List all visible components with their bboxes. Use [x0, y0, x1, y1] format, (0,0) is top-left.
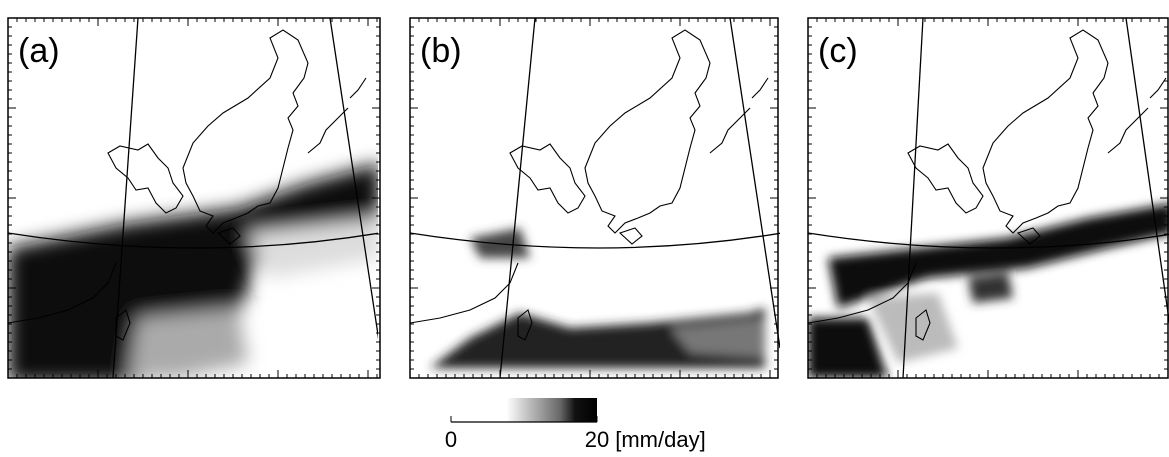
panel-label: (b)	[420, 32, 462, 70]
colorbar-tick-label: 0	[445, 427, 457, 452]
precipitation-field	[8, 18, 378, 378]
precipitation-field	[808, 18, 1169, 378]
panel-a: (a)	[7, 17, 381, 379]
colorbar: 0 20 [mm/day]	[445, 398, 706, 452]
panel-c: (c)	[807, 17, 1169, 379]
panel-b: (b)	[409, 17, 780, 379]
precipitation-field	[410, 18, 780, 378]
panel-label: (a)	[18, 32, 60, 70]
panel-label: (c)	[818, 32, 858, 70]
colorbar-unit: [mm/day]	[615, 427, 705, 452]
colorbar-ramp	[451, 398, 597, 422]
colorbar-tick-label: 20	[585, 427, 609, 452]
